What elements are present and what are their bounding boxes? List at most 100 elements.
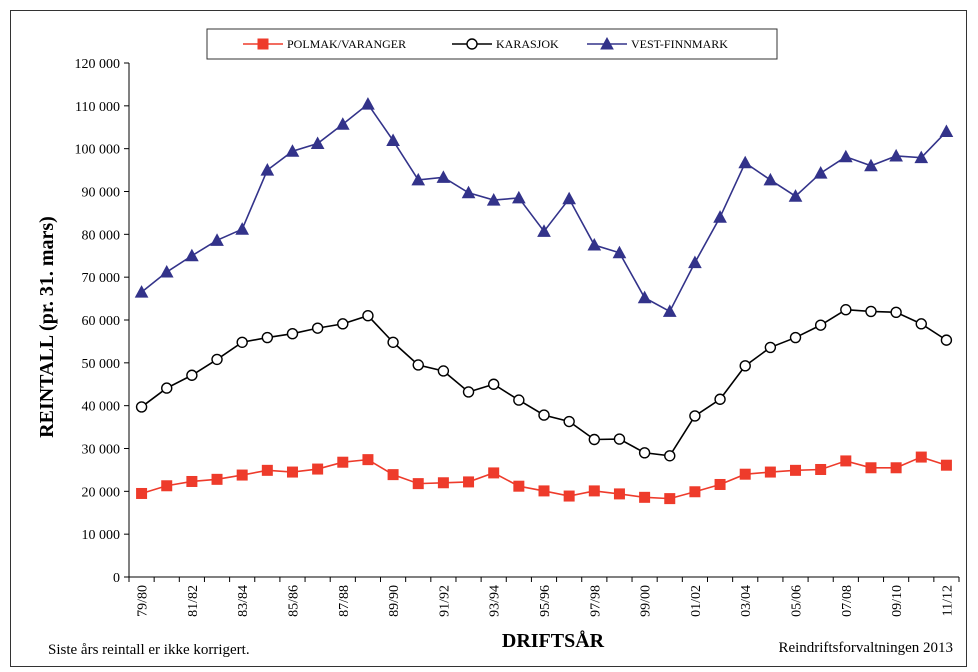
data-point-karasjok bbox=[286, 328, 299, 340]
legend-marker bbox=[466, 38, 478, 50]
data-point-polmak-varanger bbox=[387, 469, 399, 481]
data-point-polmak-varanger bbox=[161, 480, 173, 492]
data-point-polmak-varanger bbox=[337, 456, 349, 468]
data-point-karasjok bbox=[789, 331, 802, 344]
note-left: Siste års reintall er ikke korrigert. bbox=[48, 642, 250, 658]
data-point-karasjok bbox=[890, 306, 902, 318]
x-axis-label: DRIFTSÅR bbox=[502, 629, 605, 652]
data-point-karasjok bbox=[337, 318, 349, 330]
x-tick-label: 99/00 bbox=[639, 585, 654, 617]
y-tick-label: 90 000 bbox=[82, 186, 121, 201]
data-point-polmak-varanger bbox=[463, 476, 475, 488]
data-point-karasjok bbox=[311, 322, 324, 334]
data-point-polmak-varanger bbox=[890, 462, 902, 474]
legend-label: VEST-FINNMARK bbox=[631, 37, 728, 51]
data-point-karasjok bbox=[487, 378, 500, 390]
data-point-vest-finnmark bbox=[185, 248, 199, 262]
data-point-vest-finnmark bbox=[738, 155, 753, 169]
series-layer bbox=[134, 97, 954, 505]
data-point-karasjok bbox=[739, 360, 751, 372]
y-tick-label: 10 000 bbox=[82, 528, 121, 543]
y-tick-label: 120 000 bbox=[75, 57, 121, 72]
data-point-polmak-varanger bbox=[513, 480, 525, 492]
data-point-vest-finnmark bbox=[335, 117, 350, 130]
data-point-karasjok bbox=[638, 447, 651, 459]
data-point-vest-finnmark bbox=[210, 233, 224, 246]
data-point-polmak-varanger bbox=[563, 490, 575, 502]
data-point-vest-finnmark bbox=[637, 290, 652, 304]
data-point-polmak-varanger bbox=[940, 459, 952, 471]
data-point-vest-finnmark bbox=[889, 148, 903, 162]
data-point-karasjok bbox=[437, 365, 450, 377]
x-tick-label: 05/06 bbox=[790, 585, 805, 617]
data-point-vest-finnmark bbox=[562, 191, 576, 205]
data-point-polmak-varanger bbox=[790, 464, 802, 476]
data-point-polmak-varanger bbox=[211, 473, 223, 485]
data-point-karasjok bbox=[211, 353, 223, 366]
data-point-vest-finnmark bbox=[788, 189, 803, 202]
data-point-vest-finnmark bbox=[662, 304, 677, 317]
data-point-vest-finnmark bbox=[361, 97, 375, 110]
data-point-karasjok bbox=[664, 450, 676, 462]
x-tick-label: 93/94 bbox=[488, 585, 503, 617]
x-tick-label: 87/88 bbox=[337, 585, 352, 617]
data-point-vest-finnmark bbox=[864, 158, 878, 172]
data-point-karasjok bbox=[412, 359, 424, 371]
x-tick-label: 85/86 bbox=[286, 585, 301, 617]
data-point-karasjok bbox=[538, 409, 550, 421]
data-point-polmak-varanger bbox=[915, 451, 927, 463]
legend-item-vest-finnmark: VEST-FINNMARK bbox=[587, 36, 728, 51]
data-point-karasjok bbox=[563, 415, 575, 428]
data-point-karasjok bbox=[764, 341, 777, 354]
x-tick-label: 07/08 bbox=[840, 585, 855, 617]
data-point-karasjok bbox=[689, 410, 701, 422]
axes: 0 10 000 20 000 30 000 40 000 50 000 60 000 70 … bbox=[75, 57, 960, 617]
data-point-vest-finnmark bbox=[411, 172, 426, 186]
data-point-polmak-varanger bbox=[261, 464, 273, 476]
series-polmak-varanger bbox=[136, 451, 952, 505]
y-tick-label: 70 000 bbox=[82, 271, 121, 286]
legend-marker bbox=[257, 38, 269, 50]
data-point-polmak-varanger bbox=[739, 468, 751, 480]
x-tick-label: 11/12 bbox=[940, 585, 955, 616]
data-point-karasjok bbox=[613, 433, 626, 445]
y-tick-label: 100 000 bbox=[75, 143, 121, 158]
data-point-vest-finnmark bbox=[436, 170, 451, 183]
series-line-karasjok bbox=[141, 308, 947, 457]
x-tick-label: 95/96 bbox=[538, 585, 553, 617]
legend: POLMAK/VARANGER KARASJOK VEST-FINNMARK bbox=[206, 28, 778, 60]
data-point-polmak-varanger bbox=[588, 485, 600, 497]
data-point-vest-finnmark bbox=[159, 264, 174, 278]
data-point-vest-finnmark bbox=[838, 149, 853, 163]
data-point-vest-finnmark bbox=[386, 133, 400, 147]
data-point-karasjok bbox=[940, 334, 953, 346]
series-karasjok bbox=[135, 304, 953, 462]
legend-item-karasjok: KARASJOK bbox=[452, 37, 559, 51]
data-point-vest-finnmark bbox=[260, 163, 275, 176]
data-point-karasjok bbox=[840, 304, 852, 316]
x-tick-label: 91/92 bbox=[437, 585, 452, 617]
data-point-polmak-varanger bbox=[639, 491, 651, 503]
data-point-vest-finnmark bbox=[688, 255, 702, 269]
data-point-polmak-varanger bbox=[488, 467, 500, 479]
x-tick-label: 01/02 bbox=[689, 585, 704, 617]
data-point-polmak-varanger bbox=[236, 469, 248, 481]
data-point-polmak-varanger bbox=[840, 455, 852, 467]
data-point-karasjok bbox=[513, 394, 525, 406]
y-tick-label: 0 bbox=[113, 571, 120, 586]
data-point-vest-finnmark bbox=[486, 193, 501, 206]
data-point-vest-finnmark bbox=[612, 245, 627, 259]
data-point-polmak-varanger bbox=[312, 463, 324, 475]
note-right: Reindriftsforvaltningen 2013 bbox=[778, 640, 953, 656]
data-point-karasjok bbox=[161, 382, 173, 394]
x-tick-label: 89/90 bbox=[387, 585, 402, 617]
data-point-karasjok bbox=[362, 310, 374, 322]
data-point-karasjok bbox=[236, 336, 248, 348]
data-point-karasjok bbox=[865, 305, 877, 318]
data-point-karasjok bbox=[186, 369, 198, 381]
data-point-vest-finnmark bbox=[512, 190, 526, 204]
data-point-polmak-varanger bbox=[538, 485, 550, 497]
y-tick-label: 40 000 bbox=[82, 400, 121, 415]
x-tick-label: 09/10 bbox=[890, 585, 905, 617]
data-point-vest-finnmark bbox=[235, 222, 250, 235]
